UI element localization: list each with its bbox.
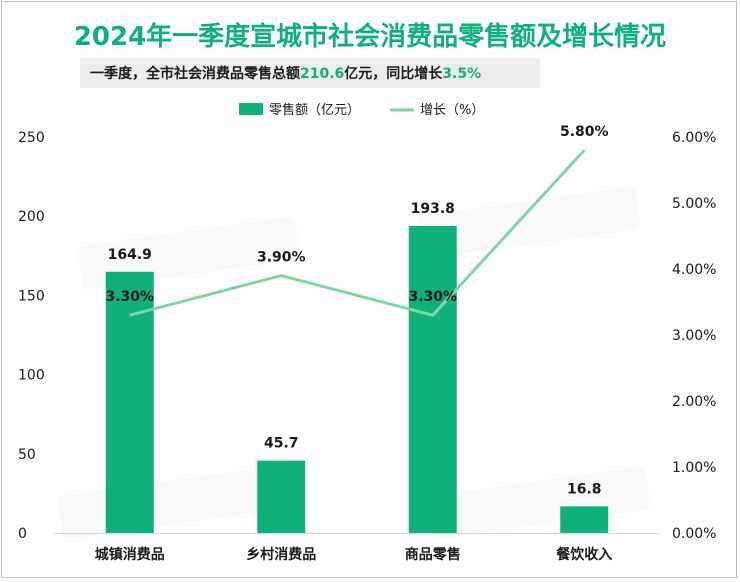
legend-line-label: 增长（%）: [420, 103, 484, 118]
bar-1: [257, 461, 305, 533]
growth-value-label-2: 3.30%: [408, 289, 457, 305]
growth-value-label-1: 3.90%: [257, 250, 306, 266]
bar-value-label-3: 16.8: [567, 481, 602, 497]
data-labels: 164.9 45.7 193.8 16.8 3.30% 3.90% 3.30% 5.80%: [105, 124, 608, 497]
x-tick-1: 乡村消费品: [246, 546, 316, 563]
legend-bar-label: 零售额（亿元）: [269, 102, 360, 118]
y-left-tick-1: 50: [18, 447, 36, 463]
x-tick-0: 城镇消费品: [95, 546, 165, 563]
y-left-tick-5: 250: [18, 130, 45, 146]
growth-value-label-3: 5.80%: [560, 124, 609, 140]
bar-value-label-1: 45.7: [264, 436, 299, 452]
watermark-block-2: [57, 466, 281, 540]
y-right-tick-2: 2.00%: [672, 394, 716, 410]
bar-2: [409, 226, 457, 533]
y-left-tick-0: 0: [18, 526, 27, 542]
bar-value-label-2: 193.8: [411, 201, 455, 217]
y-axis-right: 0.00% 1.00% 2.00% 3.00% 4.00% 5.00% 6.00%: [672, 130, 716, 542]
y-right-tick-3: 3.00%: [672, 328, 716, 344]
bar-3: [560, 506, 608, 533]
legend: 零售额（亿元） 增长（%）: [239, 102, 484, 118]
y-right-tick-6: 6.00%: [672, 130, 716, 146]
y-right-tick-5: 5.00%: [672, 196, 716, 212]
y-left-tick-3: 150: [18, 288, 45, 304]
growth-value-label-0: 3.30%: [105, 289, 154, 305]
y-axis-left: 0 50 100 150 200 250: [18, 130, 45, 542]
legend-bar-swatch: [239, 103, 263, 115]
x-tick-2: 商品零售: [405, 546, 461, 563]
x-tick-3: 餐饮收入: [555, 546, 612, 563]
y-right-tick-4: 4.00%: [672, 262, 716, 278]
y-left-tick-4: 200: [18, 209, 45, 225]
y-right-tick-1: 1.00%: [672, 460, 716, 476]
y-right-tick-0: 0.00%: [672, 526, 716, 542]
watermark-block-3: [427, 466, 651, 540]
bar-value-label-0: 164.9: [108, 247, 152, 263]
x-axis: 城镇消费品 乡村消费品 商品零售 餐饮收入: [54, 534, 660, 564]
y-left-tick-2: 100: [18, 368, 45, 384]
